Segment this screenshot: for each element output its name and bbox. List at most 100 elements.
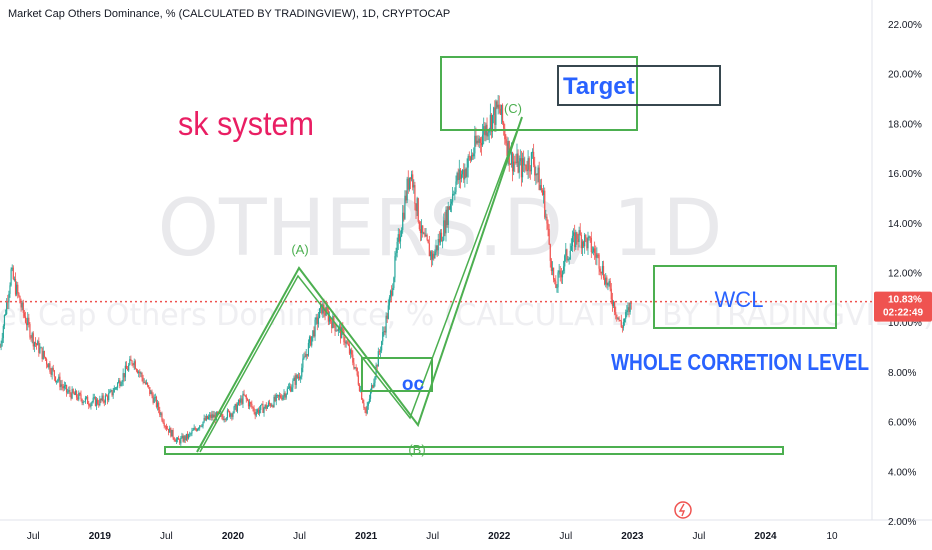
candle-body — [474, 135, 476, 154]
candle-body — [225, 418, 227, 420]
candle-body — [31, 333, 33, 338]
candle-body — [201, 426, 203, 427]
candle-body — [262, 404, 264, 413]
candle-body — [89, 405, 91, 407]
candle-body — [607, 283, 609, 286]
candle-body — [114, 387, 116, 389]
candle-body — [331, 321, 333, 329]
candle-body — [68, 390, 70, 392]
candle-body — [518, 161, 520, 173]
candle-body — [34, 342, 37, 344]
target-label-box[interactable] — [557, 65, 721, 106]
candle-body — [463, 169, 465, 180]
candle-body — [514, 161, 516, 163]
candle-body — [479, 138, 481, 143]
candle-body — [525, 164, 527, 170]
candle-body — [230, 413, 232, 417]
candle-body — [476, 140, 478, 144]
candle-body — [171, 429, 173, 437]
candle-body — [548, 228, 550, 245]
candle-body — [332, 316, 334, 329]
candle-body — [260, 404, 262, 410]
candle-body — [620, 320, 622, 328]
candle-body — [557, 272, 559, 288]
candle-body — [93, 397, 95, 398]
candle-body — [61, 384, 63, 387]
candle-body — [265, 404, 267, 409]
candle-body — [513, 161, 515, 172]
candle-body — [523, 158, 525, 166]
candle-body — [440, 232, 443, 242]
candle-body — [478, 138, 480, 143]
candle-body — [357, 375, 359, 385]
y-tick-label: 10.00% — [888, 318, 922, 329]
candle-body — [113, 387, 115, 393]
candle-body — [568, 259, 570, 260]
candle-body — [322, 304, 324, 314]
candle-body — [204, 418, 206, 421]
candle-body — [267, 402, 270, 407]
candle-body — [141, 373, 143, 378]
target-zone-rectangle[interactable] — [440, 56, 638, 131]
y-tick-label: 16.00% — [888, 169, 922, 180]
candle-body — [501, 105, 504, 123]
candle-body — [499, 108, 501, 115]
candle-body — [466, 167, 468, 177]
candle-body — [37, 341, 39, 346]
candle-body — [256, 409, 258, 413]
candle-body — [306, 354, 308, 356]
candle-body — [374, 377, 376, 383]
candle-body — [152, 395, 154, 403]
candle-body — [465, 169, 467, 177]
wcl-zone-rectangle[interactable] — [653, 265, 837, 329]
candle-body — [291, 387, 293, 392]
candle-body — [351, 349, 353, 355]
candle-body — [210, 414, 212, 418]
candle-body — [393, 277, 395, 289]
candle-body — [489, 114, 491, 130]
candle-body — [540, 185, 542, 191]
candle-body — [227, 410, 230, 412]
candle-body — [566, 249, 568, 260]
candle-body — [125, 365, 128, 370]
candle-body — [239, 400, 241, 403]
candle-body — [1, 338, 3, 344]
candle-body — [24, 316, 27, 323]
abc-wave-outline-left[interactable] — [196, 116, 523, 453]
oc-label: oc — [402, 374, 425, 395]
candle-body — [108, 393, 110, 401]
candle-body — [40, 347, 42, 349]
candle-body — [604, 278, 606, 285]
candle-body — [575, 232, 577, 248]
candle-body — [104, 395, 106, 403]
x-tick-label: 2019 — [89, 531, 112, 542]
candle-body — [356, 367, 358, 376]
candle-body — [115, 387, 118, 389]
support-band-rectangle[interactable] — [164, 446, 784, 455]
candle-body — [14, 278, 17, 295]
oc-zone-rectangle[interactable] — [361, 357, 433, 392]
candle-body — [63, 385, 65, 389]
candle-body — [407, 178, 409, 190]
candle-body — [569, 250, 571, 260]
candle-body — [446, 209, 448, 225]
candle-body — [467, 156, 469, 168]
candle-body — [74, 390, 77, 395]
candle-body — [327, 311, 329, 322]
wave-b-label: (B) — [408, 442, 425, 457]
candle-body — [362, 399, 364, 404]
candle-body — [597, 254, 599, 256]
candle-body — [408, 177, 410, 190]
candle-body — [550, 260, 552, 272]
abc-wave-outline-right[interactable] — [199, 127, 519, 453]
candle-body — [529, 169, 531, 172]
y-tick-label: 14.00% — [888, 219, 922, 230]
candle-body — [193, 427, 195, 430]
candle-body — [630, 302, 632, 304]
candle-body — [161, 413, 163, 421]
candle-body — [460, 174, 463, 179]
candle-body — [44, 357, 47, 360]
candle-body — [149, 387, 151, 395]
candle-body — [412, 174, 414, 188]
event-marker-icon[interactable] — [674, 501, 692, 519]
